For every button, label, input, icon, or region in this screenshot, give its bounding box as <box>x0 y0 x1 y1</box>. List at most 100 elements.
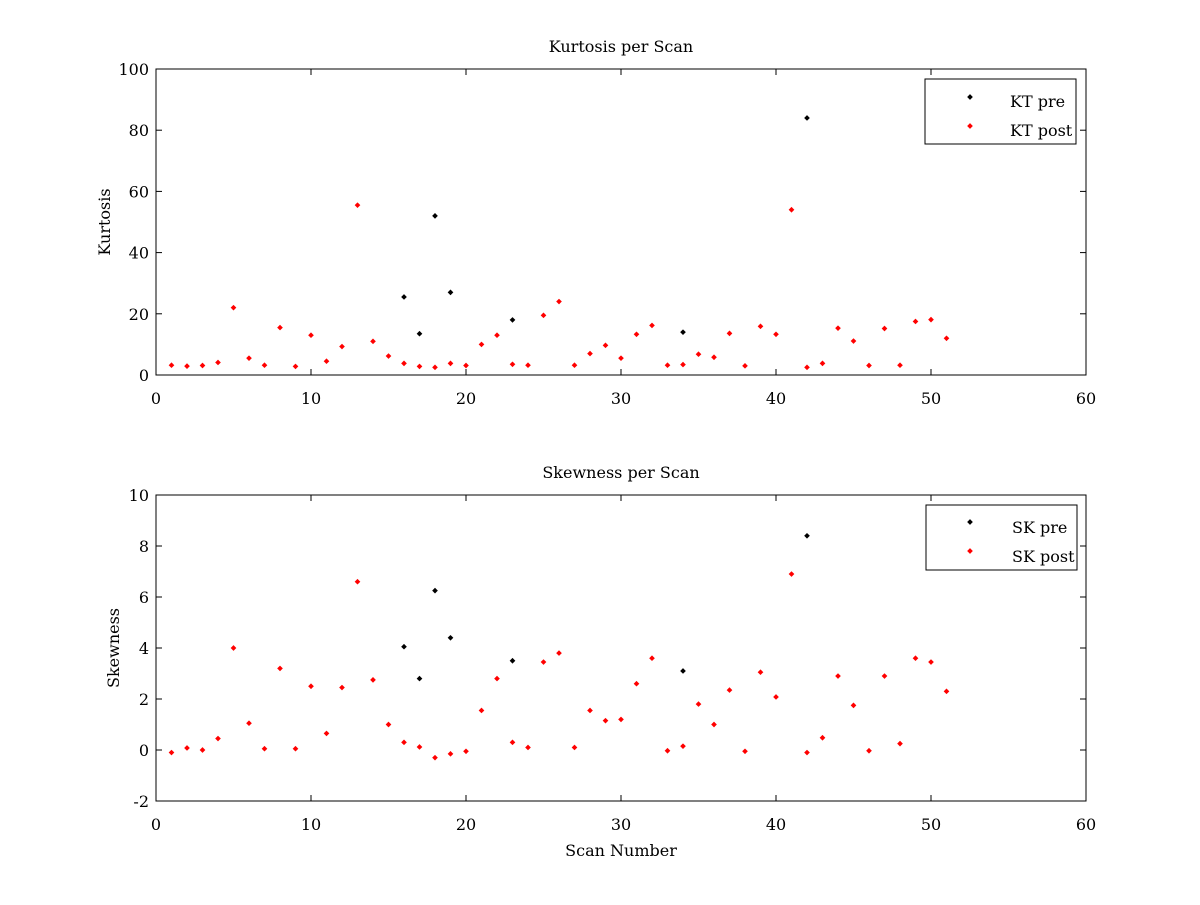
point-sk-pre-17 <box>416 675 423 682</box>
skewness-subplot: Skewness per Scan Scan Number Skewness 0… <box>104 463 1096 860</box>
legend-label-kt-post: KT post <box>1010 121 1073 140</box>
point-kt-post-17 <box>416 363 423 370</box>
kurtosis-subplot: Kurtosis per Scan Kurtosis 0 10 20 30 40 50 60… <box>95 37 1096 408</box>
point-kt-post-28 <box>587 350 593 357</box>
point-sk-post-2 <box>184 745 190 751</box>
kurtosis-xtick-label: 30 <box>611 389 631 408</box>
point-sk-post-6 <box>246 720 252 727</box>
point-sk-pre-16 <box>401 643 407 650</box>
point-sk-post-29 <box>602 717 609 724</box>
point-kt-post-1 <box>168 362 175 369</box>
point-kt-post-39 <box>757 323 764 330</box>
point-sk-pre-42 <box>804 532 810 539</box>
point-kt-pre-23 <box>509 317 516 323</box>
point-sk-post-4 <box>215 735 221 742</box>
point-kt-post-25 <box>540 312 547 319</box>
skewness-xlabel: Scan Number <box>565 841 677 860</box>
point-sk-post-50 <box>928 659 934 665</box>
point-kt-post-33 <box>664 362 671 369</box>
skewness-ytick-label: -2 <box>133 792 149 811</box>
kurtosis-xtick-label: 10 <box>301 389 321 408</box>
point-sk-post-5 <box>230 645 237 651</box>
skewness-ytick-label: 6 <box>139 588 149 607</box>
point-kt-pre-34 <box>680 329 686 335</box>
point-sk-post-46 <box>866 747 872 754</box>
point-kt-post-30 <box>618 355 624 361</box>
point-sk-post-34 <box>680 743 686 750</box>
skewness-xtick-label: 40 <box>766 815 786 834</box>
kurtosis-ytick-label: 0 <box>139 366 149 385</box>
point-sk-post-31 <box>633 680 640 687</box>
point-kt-post-48 <box>897 362 903 369</box>
point-kt-post-23 <box>509 361 516 368</box>
skewness-legend-box <box>925 504 1078 571</box>
point-sk-post-28 <box>587 707 593 714</box>
point-sk-post-43 <box>819 734 826 741</box>
point-sk-post-23 <box>509 739 516 746</box>
skewness-points <box>168 532 950 761</box>
legend-label-sk-post: SK post <box>1012 547 1075 566</box>
kurtosis-ytick-label: 80 <box>129 121 149 140</box>
point-sk-post-20 <box>463 748 469 755</box>
point-sk-post-16 <box>401 739 407 746</box>
point-kt-post-9 <box>292 363 299 370</box>
kurtosis-xtick-label: 20 <box>456 389 476 408</box>
point-kt-post-31 <box>633 331 640 338</box>
point-sk-post-19 <box>447 750 454 757</box>
point-sk-post-9 <box>292 745 299 752</box>
point-kt-post-29 <box>602 342 609 349</box>
point-kt-post-41 <box>788 206 795 213</box>
kurtosis-ytick-label: 60 <box>129 182 149 201</box>
point-kt-post-45 <box>850 338 857 344</box>
point-kt-pre-42 <box>804 115 810 121</box>
point-kt-post-15 <box>385 353 392 359</box>
skewness-ytick-label: 10 <box>129 486 149 505</box>
point-kt-post-11 <box>323 358 330 365</box>
point-sk-post-49 <box>912 655 919 662</box>
point-sk-post-47 <box>881 673 888 679</box>
point-kt-pre-18 <box>432 213 438 219</box>
point-sk-post-3 <box>199 747 206 753</box>
kurtosis-xtick-label: 60 <box>1076 389 1096 408</box>
legend-label-sk-pre: SK pre <box>1012 518 1067 537</box>
kurtosis-title: Kurtosis per Scan <box>549 37 693 56</box>
kurtosis-ytick-label: 100 <box>118 60 149 79</box>
point-kt-post-2 <box>184 363 190 369</box>
point-kt-post-32 <box>649 322 655 329</box>
point-kt-post-24 <box>525 362 531 369</box>
point-sk-post-37 <box>726 687 733 693</box>
point-kt-post-34 <box>680 361 686 368</box>
point-kt-post-3 <box>199 362 206 369</box>
point-kt-pre-17 <box>416 330 423 337</box>
skewness-xtick-label: 0 <box>151 815 161 834</box>
point-sk-pre-23 <box>509 657 516 664</box>
skewness-xtick-label: 50 <box>921 815 941 834</box>
point-sk-post-45 <box>850 702 857 709</box>
kurtosis-legend-box <box>924 78 1077 145</box>
point-sk-post-26 <box>556 650 562 656</box>
point-kt-post-4 <box>215 359 221 366</box>
point-kt-post-26 <box>556 298 562 305</box>
kurtosis-xtick-label: 50 <box>921 389 941 408</box>
legend-marker-kt-pre <box>967 94 973 100</box>
legend-marker-sk-pre <box>967 519 973 525</box>
point-sk-post-38 <box>742 748 748 755</box>
point-kt-post-8 <box>277 324 283 331</box>
point-sk-post-13 <box>354 578 361 585</box>
point-sk-post-39 <box>757 669 764 676</box>
point-kt-post-20 <box>463 362 469 369</box>
point-kt-post-22 <box>494 332 500 339</box>
point-kt-post-5 <box>230 304 237 311</box>
kurtosis-legend: KT pre KT post <box>924 78 1077 145</box>
skewness-legend: SK pre SK post <box>925 504 1078 571</box>
point-sk-post-41 <box>788 571 795 577</box>
point-sk-post-27 <box>571 744 578 751</box>
point-kt-post-21 <box>478 341 485 348</box>
point-sk-post-14 <box>370 677 376 683</box>
point-kt-post-36 <box>711 354 717 361</box>
skewness-ylabel: Skewness <box>104 608 123 688</box>
skewness-xtick-label: 20 <box>456 815 476 834</box>
point-kt-post-38 <box>742 362 748 369</box>
